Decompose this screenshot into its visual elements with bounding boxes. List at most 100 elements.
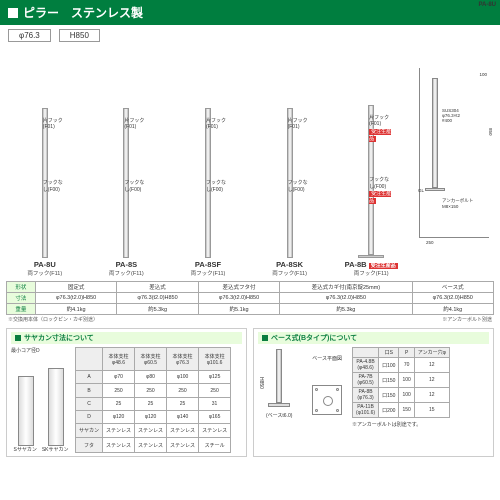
- row-header: PA-11B (φ101.6): [353, 403, 379, 418]
- product-col-0: 片フック(F01) フックなし(F00) PA-8U 両フック(F11): [6, 48, 84, 277]
- drawing-base-icon: [425, 188, 445, 191]
- col-header: 本体支柱 φ101.6: [199, 348, 231, 371]
- hook-label-kata: 片フック(F01): [288, 117, 312, 130]
- base-note: (ベースt6.0): [266, 412, 292, 419]
- panel-title: サヤカン寸法について: [11, 332, 242, 344]
- sayakan-sk-icon: [48, 368, 64, 446]
- sayakan-s-icon: [18, 376, 34, 446]
- pillar-shape-icon: 片フック(F01) フックなし(F00): [205, 108, 211, 258]
- row-header: D: [76, 410, 103, 423]
- header-title: ピラー ステンレス製: [23, 4, 143, 21]
- base-plan-view: [312, 385, 342, 415]
- table-cell: 250: [135, 384, 167, 397]
- table-cell: 差込式カギ付(南京錠25mm): [280, 282, 412, 293]
- ryohook-label: 両フック(F11): [27, 269, 62, 277]
- table-cell: 100: [399, 373, 414, 388]
- sayakan-table: 本体支柱 φ48.6 本体支柱 φ60.5 本体支柱 φ76.3 本体支柱 φ1…: [75, 347, 231, 453]
- product-col-4: 片フック(F01) 受注生産品 フックなし(F00) 受注生産品 PA-8B 受…: [332, 48, 410, 277]
- table-cell: φ165: [199, 410, 231, 423]
- product-col-1: 片フック(F01) フックなし(F00) PA-8S 両フック(F11): [88, 48, 166, 277]
- table-cell: φ80: [135, 371, 167, 384]
- spec-table: 形状 固定式 差込式 差込式フタ付 差込式カギ付(南京錠25mm) ベース式 寸…: [6, 281, 494, 315]
- col-header: 口S: [379, 348, 399, 358]
- square-bullet-icon: [15, 335, 21, 341]
- height-chip: H850: [59, 29, 100, 42]
- table-cell: ステンレス: [199, 423, 231, 438]
- anchor-hole-icon: [336, 409, 339, 412]
- table-cell: 約5.1kg: [198, 304, 279, 315]
- table-cell: 25: [167, 397, 199, 410]
- col-header: [353, 348, 379, 358]
- base-table: 口S P アンカー穴φ PA-4.8B (φ48.6)口1007012 PA-7…: [352, 347, 450, 418]
- tech-drawing-col: PA-8U 100 850 SUS304 φ76.3×t2 #400 GL アン…: [414, 48, 494, 258]
- model-code: PA-8U: [34, 260, 56, 269]
- table-cell: φ140: [167, 410, 199, 423]
- footnote-right: ※アンカーボルト別途: [434, 315, 500, 324]
- pillar-illustration: 片フック(F01) 受注生産品 フックなし(F00) 受注生産品: [342, 48, 400, 258]
- table-cell: 口150: [379, 373, 399, 388]
- dim-gl: GL: [418, 188, 424, 193]
- ryohook-label: 両フック(F11): [109, 269, 144, 277]
- model-code: PA-8SK: [276, 260, 303, 269]
- table-cell: φ76.3(t2.0)H850: [412, 293, 494, 304]
- plan-label: ベース平面図: [312, 355, 342, 362]
- col-header: 本体支柱 φ60.5: [135, 348, 167, 371]
- base-footnote: ※アンカーボルトは別途です。: [352, 421, 450, 428]
- table-cell: 25: [103, 397, 135, 410]
- panel-title: ベース式(Bタイプ)について: [258, 332, 489, 344]
- table-row: 口S P アンカー穴φ: [353, 348, 450, 358]
- pillar-illustration: 片フック(F01) フックなし(F00): [97, 48, 155, 258]
- table-cell: φ120: [135, 410, 167, 423]
- table-cell: 約4.1kg: [35, 304, 116, 315]
- dim-base-w: 250: [426, 240, 434, 245]
- red-tag: 受注生産品: [369, 128, 393, 142]
- table-row: Aφ70φ80φ100φ125: [76, 371, 231, 384]
- diagram-model-label: PA-8U: [478, 2, 496, 8]
- table-cell: ステンレス: [135, 438, 167, 453]
- table-cell: φ76.3(t2.0)H850: [280, 293, 412, 304]
- table-cell: スチール: [199, 438, 231, 453]
- table-cell: φ76.3(t2.0)H850: [198, 293, 279, 304]
- row-header: 重量: [7, 304, 36, 315]
- table-cell: 31: [199, 397, 231, 410]
- table-row: B250250250250: [76, 384, 231, 397]
- base-panel: ベース式(Bタイプ)について H850 ベース平面図 (ベースt6.0): [253, 328, 494, 457]
- plan-center-circle-icon: [323, 396, 333, 406]
- table-cell: φ120: [103, 410, 135, 423]
- table-cell: ベース式: [412, 282, 494, 293]
- base-plate-icon: [358, 255, 384, 258]
- row-header: PA-7B (φ60.5): [353, 373, 379, 388]
- sayakan-fig-labels: Sサヤカン SKサヤカン: [11, 446, 71, 453]
- row-header: B: [76, 384, 103, 397]
- drawing-pillar-icon: [432, 78, 438, 188]
- row-header: 寸法: [7, 293, 36, 304]
- base-figure: H850 ベース平面図 (ベースt6.0): [258, 347, 348, 437]
- hook-label-nashi: フックなし(F00): [206, 179, 230, 193]
- hook-label-nashi: フックなし(F00): [43, 179, 67, 193]
- hook-label-nashi: フックなし(F00): [124, 179, 148, 193]
- table-cell: 固定式: [35, 282, 116, 293]
- table-row: フタステンレスステンレスステンレススチール: [76, 438, 231, 453]
- col-header: 本体支柱 φ76.3: [167, 348, 199, 371]
- pillar-shape-icon: 片フック(F01) 受注生産品 フックなし(F00) 受注生産品: [368, 105, 374, 255]
- red-tag: 受注生産品: [369, 190, 393, 204]
- col-header: アンカー穴φ: [414, 348, 449, 358]
- product-col-3: 片フック(F01) フックなし(F00) PA-8SK 両フック(F11): [251, 48, 329, 277]
- table-row: 形状 固定式 差込式 差込式フタ付 差込式カギ付(南京錠25mm) ベース式: [7, 282, 494, 293]
- sayakan-s-label: Sサヤカン: [13, 446, 36, 453]
- table-cell: 250: [103, 384, 135, 397]
- hook-label-kata: 片フック(F01): [43, 117, 67, 130]
- product-row: 片フック(F01) フックなし(F00) PA-8U 両フック(F11) 片フッ…: [0, 46, 500, 281]
- model-code: PA-8B 受注生産品: [345, 260, 398, 269]
- row-header: PA-4.8B (φ48.6): [353, 358, 379, 373]
- table-cell: φ76.3(t2.0)H850: [117, 293, 198, 304]
- table-row: Dφ120φ120φ140φ165: [76, 410, 231, 423]
- model-code: PA-8S: [116, 260, 138, 269]
- table-cell: 15: [414, 403, 449, 418]
- diameter-chip: φ76.3: [8, 29, 51, 42]
- dim-top: 100: [479, 72, 487, 77]
- hook-label-nashi: フックなし(F00): [288, 179, 312, 193]
- hook-label-nashi: フックなし(F00): [369, 176, 393, 190]
- h850-label: H850: [258, 377, 264, 389]
- pillar-shape-icon: 片フック(F01) フックなし(F00): [123, 108, 129, 258]
